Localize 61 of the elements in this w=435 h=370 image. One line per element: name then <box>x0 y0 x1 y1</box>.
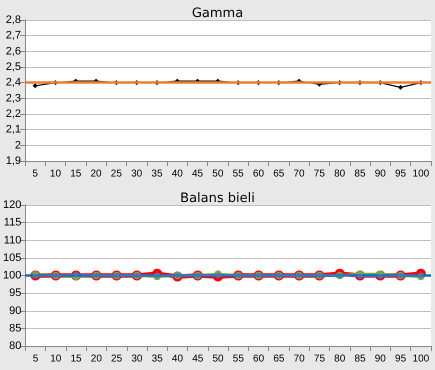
y-tick-label: 2,7 <box>6 30 21 42</box>
y-tick-label: 2 <box>14 139 21 152</box>
x-tick-label: 75 <box>314 354 326 364</box>
y-tick-label: 2,8 <box>6 14 21 26</box>
x-tick-label: 50 <box>212 168 224 180</box>
x-tick-label: 95 <box>394 168 407 180</box>
y-tick-label: 2,4 <box>6 76 21 89</box>
x-tick-label: 40 <box>172 168 184 180</box>
x-tick-label: 60 <box>253 354 265 364</box>
x-tick-label: 70 <box>294 354 306 364</box>
x-tick-label: 85 <box>354 168 366 180</box>
x-tick-label: 10 <box>50 168 62 180</box>
x-tick-label: 70 <box>293 168 306 180</box>
x-tick-label: 5 <box>32 168 38 180</box>
x-tick-label: 45 <box>192 354 204 364</box>
x-tick-label: 90 <box>374 354 386 364</box>
x-tick-label: 55 <box>232 168 244 180</box>
x-tick-label: 20 <box>90 354 102 364</box>
chart-title: Gamma <box>192 6 244 21</box>
x-tick-label: 30 <box>131 168 143 180</box>
chart-title: Balans bieli <box>180 191 255 206</box>
x-tick-label: 75 <box>314 168 326 180</box>
x-tick-label: 25 <box>111 354 123 364</box>
x-tick-label: 100 <box>412 168 430 180</box>
x-tick-label: 20 <box>90 168 102 180</box>
x-tick-label: 80 <box>334 354 346 364</box>
x-tick-label: 85 <box>354 354 366 364</box>
y-tick-label: 100 <box>2 270 22 282</box>
x-tick-label: 40 <box>172 354 184 364</box>
x-tick-label: 55 <box>232 354 244 364</box>
x-tick-label: 100 <box>412 354 430 364</box>
x-tick-label: 50 <box>212 354 224 364</box>
x-tick-label: 30 <box>131 354 143 364</box>
y-tick-label: 95 <box>9 287 22 300</box>
x-tick-label: 80 <box>334 168 346 180</box>
x-tick-label: 95 <box>395 354 407 364</box>
y-tick-label: 115 <box>4 216 22 229</box>
x-tick-label: 65 <box>273 168 285 180</box>
y-tick-label: 2,2 <box>6 108 21 120</box>
y-tick-label: 2,6 <box>6 45 21 58</box>
x-tick-label: 90 <box>374 168 386 180</box>
x-tick-label: 15 <box>70 354 82 364</box>
x-tick-label: 5 <box>32 354 39 364</box>
x-tick-label: 10 <box>50 354 62 364</box>
x-tick-label: 25 <box>110 168 122 180</box>
y-tick-label: 105 <box>2 252 22 264</box>
x-tick-label: 35 <box>152 354 164 364</box>
y-tick-label: 2,3 <box>6 92 21 104</box>
y-tick-label: 120 <box>2 199 22 211</box>
x-tick-label: 60 <box>252 168 264 180</box>
y-tick-label: 90 <box>9 304 22 317</box>
y-tick-label: 80 <box>9 340 22 352</box>
x-tick-label: 45 <box>192 168 204 180</box>
y-tick-label: 85 <box>9 322 22 334</box>
x-tick-label: 35 <box>151 168 163 180</box>
y-tick-label: 2,1 <box>6 124 21 136</box>
y-tick-label: 1,9 <box>6 155 21 167</box>
x-tick-label: 15 <box>70 168 82 180</box>
y-tick-label: 2,5 <box>6 61 21 73</box>
y-tick-label: 110 <box>4 234 22 246</box>
x-tick-label: 65 <box>273 354 285 364</box>
